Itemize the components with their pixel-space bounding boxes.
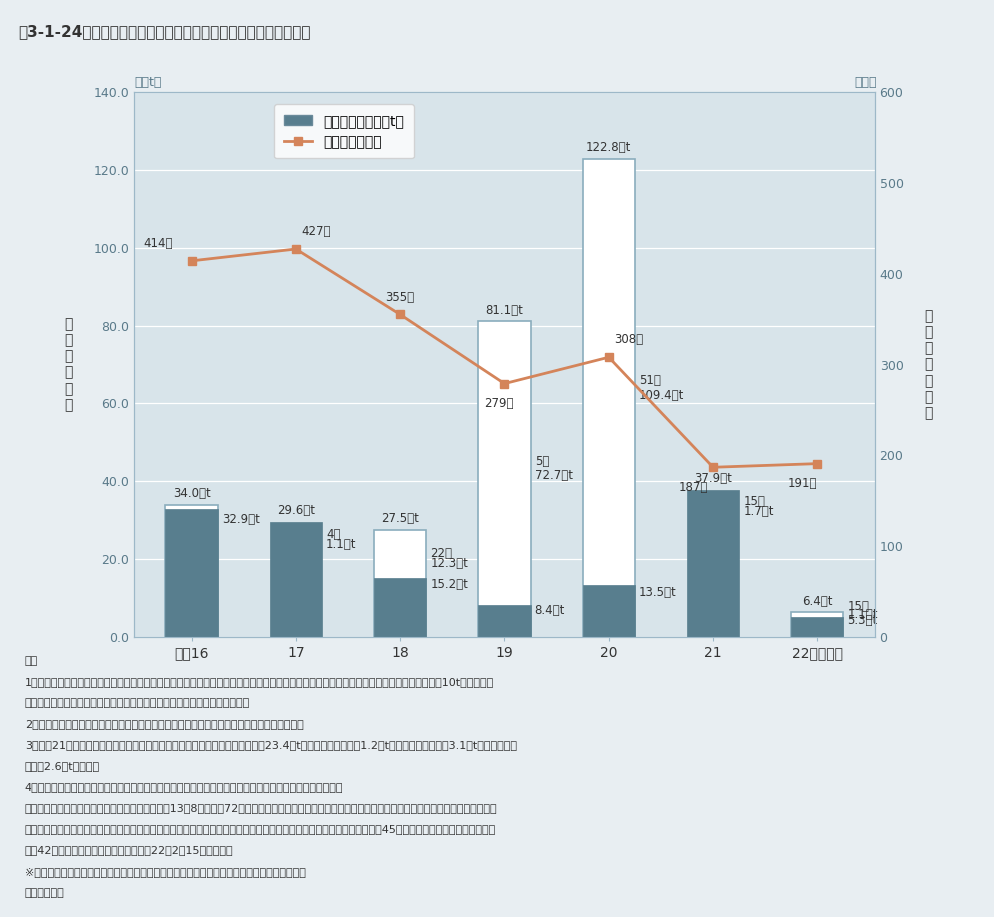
Text: 109.4万t: 109.4万t bbox=[639, 389, 685, 403]
Text: な廃液を混入させていたことがわかり、産業廃棄物の不法投棄事案であったことが判明した。不法投棄は１府３県の45カ所において確認され、そのうち: な廃液を混入させていたことがわかり、産業廃棄物の不法投棄事案であったことが判明し… bbox=[25, 824, 496, 834]
Y-axis label: 不
適
正
処
理
量: 不 適 正 処 理 量 bbox=[65, 317, 73, 412]
Text: 3．平成21年度に報告されたものには、大規模な事案である福島県川俣町事案23.4万t、茨城県神栖市事案1.2万t、石川県小松市事案3.1万t、長野県塩尻: 3．平成21年度に報告されたものには、大規模な事案である福島県川俣町事案23.4… bbox=[25, 740, 517, 750]
Text: なお、フェロシルトは埋戻用資材として平成13年8月から約72万トンが販売・使用されたが、その後、これらのフェロシルトに製造・販売業者が有害: なお、フェロシルトは埋戻用資材として平成13年8月から約72万トンが販売・使用さ… bbox=[25, 803, 497, 813]
Bar bbox=[791, 616, 844, 637]
Text: 34.0万t: 34.0万t bbox=[173, 487, 211, 500]
Bar bbox=[687, 490, 740, 637]
Text: 187件: 187件 bbox=[679, 481, 708, 494]
Y-axis label: 不
適
正
処
理
件
数: 不 適 正 処 理 件 数 bbox=[924, 309, 932, 420]
Bar bbox=[478, 604, 531, 637]
Text: 資料：環境省: 資料：環境省 bbox=[25, 888, 65, 898]
Text: ※　量については、四捨五入で計算して表記していることから合計値が合わない場合がある。: ※ 量については、四捨五入で計算して表記していることから合計値が合わない場合があ… bbox=[25, 867, 306, 877]
Text: 図3-1-24　産業廃棄物の不適正処理件数及び不適正処理量の推移: 図3-1-24 産業廃棄物の不適正処理件数及び不適正処理量の推移 bbox=[18, 24, 310, 39]
Text: 122.8万t: 122.8万t bbox=[586, 141, 631, 154]
Text: 4件: 4件 bbox=[326, 528, 341, 541]
Text: 42カ所で撤去が完了している（平成22年2月15日時点）。: 42カ所で撤去が完了している（平成22年2月15日時点）。 bbox=[25, 845, 234, 856]
Text: 1.1万t: 1.1万t bbox=[848, 608, 878, 621]
Text: （ただし特別管理産業廃棄物を含む事案はすべて）を集計対象とした。: （ただし特別管理産業廃棄物を含む事案はすべて）を集計対象とした。 bbox=[25, 698, 250, 708]
Bar bbox=[582, 585, 635, 637]
Text: 51件: 51件 bbox=[639, 373, 661, 387]
Bar bbox=[478, 321, 531, 637]
Text: 1．不適正処理件数及び不適正処理量は、都道府県及び政令市が把握した産業廃棄物の不適正処理事案のうち、１件当たりの不適正処理量が10t以上の事案: 1．不適正処理件数及び不適正処理量は、都道府県及び政令市が把握した産業廃棄物の不… bbox=[25, 677, 494, 687]
Text: 427件: 427件 bbox=[301, 225, 331, 238]
Text: 5.3万t: 5.3万t bbox=[848, 614, 878, 627]
Text: 15.2万t: 15.2万t bbox=[430, 579, 468, 591]
Text: 414件: 414件 bbox=[143, 237, 173, 250]
Legend: 不適正処理量（万t）, 不適正処理件数: 不適正処理量（万t）, 不適正処理件数 bbox=[274, 105, 414, 159]
Text: （件）: （件） bbox=[854, 76, 877, 89]
Text: 37.9万t: 37.9万t bbox=[694, 472, 732, 485]
Text: 13.5万t: 13.5万t bbox=[639, 586, 677, 599]
Text: 355件: 355件 bbox=[386, 291, 414, 304]
Text: 注）: 注） bbox=[25, 656, 38, 666]
Text: 1.1万t: 1.1万t bbox=[326, 537, 357, 550]
Bar bbox=[269, 522, 322, 637]
Bar bbox=[165, 504, 218, 637]
Text: 12.3万t: 12.3万t bbox=[430, 557, 468, 569]
Text: 279件: 279件 bbox=[484, 397, 514, 410]
Text: 15件: 15件 bbox=[744, 495, 765, 508]
Text: 15件: 15件 bbox=[848, 600, 870, 613]
Text: 27.5万t: 27.5万t bbox=[382, 513, 419, 525]
Text: 4．硫酸ピッチ事案及びフェロシルト事案については本調査の対象からは除外し、別途とりまとめている。: 4．硫酸ピッチ事案及びフェロシルト事案については本調査の対象からは除外し、別途と… bbox=[25, 782, 343, 792]
Text: 81.1万t: 81.1万t bbox=[485, 304, 524, 316]
Text: 1.7万t: 1.7万t bbox=[744, 505, 773, 518]
Text: 308件: 308件 bbox=[614, 333, 643, 347]
Text: 2．上記棒グラフ白抜き部分は、報告された年度より前から不適正処理が行われていたもの。: 2．上記棒グラフ白抜き部分は、報告された年度より前から不適正処理が行われていたも… bbox=[25, 719, 303, 729]
Text: 29.6万t: 29.6万t bbox=[277, 504, 315, 517]
Text: 6.4万t: 6.4万t bbox=[802, 595, 833, 608]
Text: 22件: 22件 bbox=[430, 547, 452, 560]
Bar bbox=[374, 530, 426, 637]
Bar bbox=[165, 509, 218, 637]
Text: 8.4万t: 8.4万t bbox=[535, 603, 565, 616]
Bar bbox=[582, 159, 635, 637]
Bar bbox=[791, 613, 844, 637]
Text: 5件: 5件 bbox=[535, 456, 549, 469]
Text: 市2.6万tを含む。: 市2.6万tを含む。 bbox=[25, 761, 100, 771]
Text: 191件: 191件 bbox=[788, 477, 817, 491]
Text: （万t）: （万t） bbox=[134, 76, 162, 89]
Bar bbox=[374, 578, 426, 637]
Text: 32.9万t: 32.9万t bbox=[222, 513, 259, 526]
Text: 72.7万t: 72.7万t bbox=[535, 470, 573, 482]
